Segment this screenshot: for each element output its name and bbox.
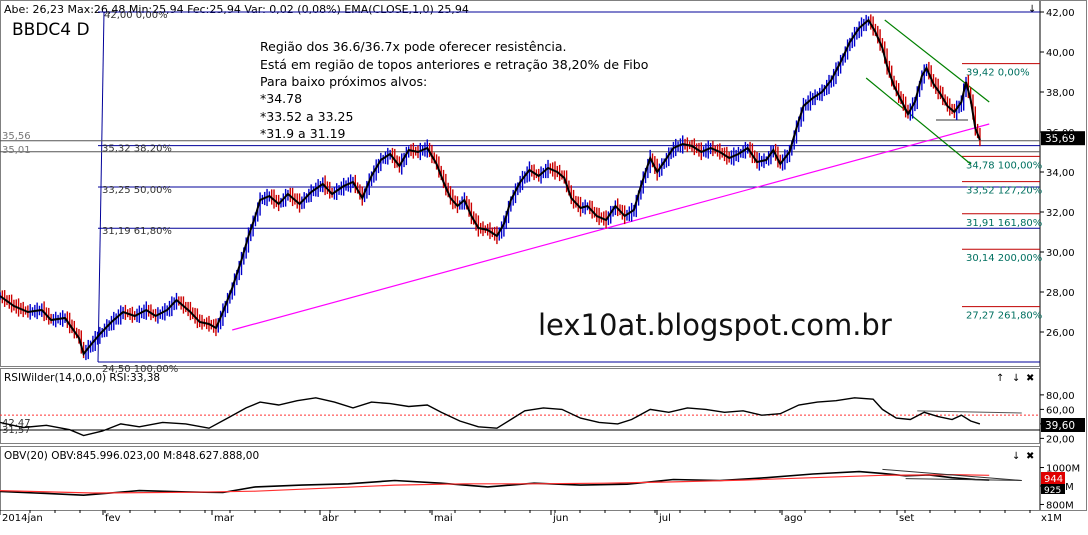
obv-panel[interactable] bbox=[0, 446, 1040, 511]
x-tick-label: mai bbox=[434, 513, 453, 524]
level-label: 35,01 bbox=[2, 145, 31, 156]
projection-label: 39,42 0,00% bbox=[966, 68, 1030, 79]
annotation-block: Região dos 36.6/36.7x pode oferecer resi… bbox=[260, 39, 648, 141]
rsi-close-icon[interactable]: ✖ bbox=[1026, 373, 1034, 384]
annotation-line: Região dos 36.6/36.7x pode oferecer resi… bbox=[260, 39, 567, 54]
trendline-channel-lower bbox=[865, 77, 972, 165]
x-tick-label: 2014jan bbox=[2, 513, 43, 524]
annotation-line: *34.78 bbox=[260, 91, 302, 106]
obv-trendline bbox=[882, 468, 1022, 481]
obv-current-box bbox=[1041, 472, 1065, 484]
price-line bbox=[0, 18, 981, 357]
projection-label: 30,14 200,00% bbox=[966, 253, 1042, 264]
obv-title: OBV(20) OBV:845.996.023,00 M:848.627.888… bbox=[4, 450, 259, 462]
symbol-label: BBDC4 D bbox=[12, 20, 90, 40]
x-tick-label: fev bbox=[105, 513, 121, 524]
obv-down-icon[interactable]: ↓ bbox=[1012, 451, 1020, 462]
annotation-line: Está em região de topos anteriores e ret… bbox=[260, 57, 648, 72]
obv-close-icon[interactable]: ✖ bbox=[1026, 451, 1034, 462]
rsi-level-label: 31,57 bbox=[2, 425, 31, 436]
annotation-line: Para baixo próximos alvos: bbox=[260, 74, 427, 89]
x-tick-label: jun bbox=[552, 513, 568, 524]
fibo-label: 42,00 0,00% bbox=[104, 10, 168, 21]
y-tick-label: 34,00 bbox=[1046, 168, 1075, 179]
fibo-label: 35,32 38,20% bbox=[102, 144, 172, 155]
obv-current-label: 944 bbox=[1044, 474, 1063, 485]
fibo-label: 31,19 61,80% bbox=[102, 226, 172, 237]
rsi-panel[interactable] bbox=[0, 368, 1040, 444]
x-tick-label: jul bbox=[658, 513, 671, 524]
annotation-line: *33.52 a 33.25 bbox=[260, 109, 353, 124]
annotation-line: *31.9 a 31.19 bbox=[260, 126, 346, 141]
rsi-line bbox=[0, 397, 981, 437]
rsi-title: RSIWilder(14,0,0,0) RSI:33,38 bbox=[4, 372, 160, 384]
y-tick-label: 32,00 bbox=[1046, 208, 1075, 219]
projection-label: 31,91 161,80% bbox=[966, 218, 1042, 229]
y-tick-label: 40,00 bbox=[1046, 48, 1075, 59]
rsi-tick-label: 20,00 bbox=[1046, 434, 1075, 445]
rsi-level-label: 42,47 bbox=[2, 418, 31, 429]
y-tick-label: 42,00 bbox=[1046, 8, 1075, 19]
rsi-current-label: 39,60 bbox=[1045, 420, 1075, 432]
obv-secondary-label: 925 bbox=[1044, 486, 1061, 496]
rsi-down-icon[interactable]: ↓ bbox=[1012, 373, 1020, 384]
projection-label: 34,78 100,00% bbox=[966, 160, 1042, 171]
x-tick-label: abr bbox=[322, 513, 339, 524]
projection-label: 27,27 261,80% bbox=[966, 311, 1042, 322]
projection-label: 33,52 127,20% bbox=[966, 186, 1042, 197]
down-arrow-icon[interactable]: ↓ bbox=[1028, 4, 1036, 15]
x-scale-label: x1M bbox=[1041, 513, 1062, 524]
y-tick-label: 38,00 bbox=[1046, 88, 1075, 99]
current-price-box bbox=[1041, 131, 1085, 146]
trendline-channel-upper bbox=[884, 19, 990, 103]
trendline-support bbox=[232, 123, 990, 331]
current-price-label: 35,69 bbox=[1045, 133, 1075, 145]
level-label: 35,56 bbox=[2, 131, 31, 142]
x-tick-label: ago bbox=[784, 513, 803, 524]
rsi-tick-label: 80,00 bbox=[1046, 391, 1075, 402]
obv-trendline bbox=[905, 478, 1022, 481]
y-tick-label: 30,00 bbox=[1046, 248, 1075, 259]
x-tick-label: mar bbox=[214, 513, 235, 524]
rsi-tick-label: 60,00 bbox=[1046, 405, 1075, 416]
fibo-swing-line bbox=[97, 11, 105, 363]
fibo-label: 24,50 100,00% bbox=[102, 364, 178, 375]
obv-average-line bbox=[0, 473, 990, 494]
rsi-up-icon[interactable]: ↑ bbox=[996, 373, 1004, 384]
obv-secondary-box bbox=[1041, 484, 1065, 494]
obv-tick-label: 1000M bbox=[1046, 464, 1080, 475]
y-tick-label: 36,00 bbox=[1046, 128, 1075, 139]
y-tick-label: 26,00 bbox=[1046, 328, 1075, 339]
x-tick-label: set bbox=[899, 513, 914, 524]
quote-header: Abe: 26,23 Max:26,48 Min:25,94 Fec:25,94… bbox=[4, 3, 469, 16]
rsi-trendline bbox=[917, 410, 1022, 414]
watermark: lex10at.blogspot.com.br bbox=[538, 308, 892, 342]
obv-tick-label: 800M bbox=[1046, 500, 1074, 511]
y-tick-label: 28,00 bbox=[1046, 288, 1075, 299]
rsi-current-box bbox=[1041, 418, 1085, 432]
fibo-label: 33,25 50,00% bbox=[102, 185, 172, 196]
